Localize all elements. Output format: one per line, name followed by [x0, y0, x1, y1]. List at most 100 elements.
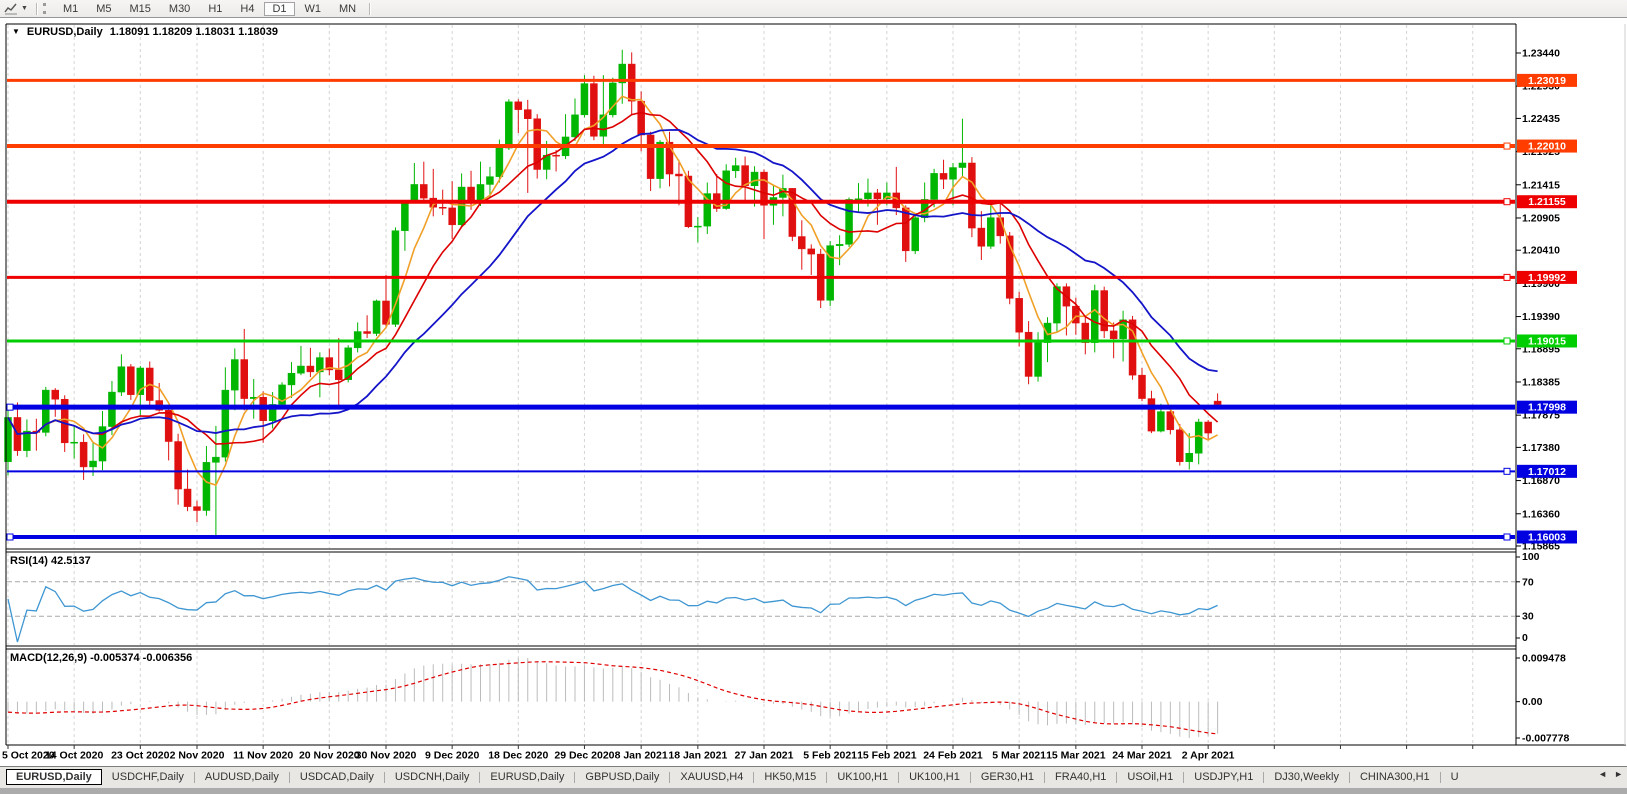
tab-scroll-left-icon[interactable]: ◄ [1598, 769, 1608, 779]
tab-symbol[interactable]: FRA40,H1 [1055, 771, 1107, 783]
levels-layer [6, 78, 1515, 541]
price-tick-label: 1.17380 [1522, 442, 1560, 454]
timeframe-button-w1[interactable]: W1 [304, 2, 322, 15]
gridlines-layer [7, 25, 1474, 744]
tab-symbol[interactable]: USDJPY,H1 [1194, 771, 1254, 783]
candle [1100, 290, 1108, 332]
price-badge [1517, 334, 1577, 348]
candle [627, 63, 636, 102]
level-handle[interactable] [1503, 273, 1511, 281]
price-badge [1517, 400, 1577, 414]
timeframe-toolbar: ▼ M1 M5 M15 M30 H1 H4 D1 W1 MN [0, 0, 1627, 18]
timeframe-button-m15[interactable]: M15 [129, 2, 151, 15]
date-tick-label: 27 Jan 2021 [735, 750, 794, 762]
toolbar-separator [369, 2, 371, 15]
rsi-pane: 100 70 30 0 [7, 551, 1540, 644]
tab-symbol[interactable]: AUDUSD,Daily [204, 771, 279, 783]
tab-symbol[interactable]: GER30,H1 [980, 771, 1035, 783]
candle [420, 184, 428, 199]
date-tick-label: 5 Oct 2020 [2, 750, 55, 762]
pane-borders [5, 23, 1626, 746]
tab-symbol[interactable]: CHINA300,H1 [1359, 771, 1430, 783]
tab-symbol[interactable]: USDCNH,Daily [394, 771, 470, 783]
timeframe-button-h1[interactable]: H1 [208, 2, 223, 15]
tab-symbol[interactable]: USOil,H1 [1127, 771, 1174, 783]
tab-symbol[interactable]: UK100,H1 [909, 771, 960, 783]
tab-symbol[interactable]: U [1450, 771, 1459, 783]
candle [1024, 331, 1033, 377]
candle [1147, 398, 1156, 432]
rsi-indicator-label: RSI(14) 42.5137 [10, 555, 91, 567]
macd-pane: 0.009478 0.00 -0.007778 [7, 653, 1569, 745]
rsi-axis-label: 0 [1522, 632, 1528, 644]
tab-symbol[interactable]: EURUSD,Daily [490, 771, 565, 783]
date-tick-label: 5 Feb 2021 [803, 750, 857, 762]
date-tick-label: 29 Dec 2020 [554, 750, 614, 762]
tab-symbol[interactable]: DJ30,Weekly [1274, 771, 1339, 783]
date-tick-label: 30 Nov 2020 [356, 750, 417, 762]
level-handle[interactable] [1503, 142, 1511, 150]
rsi-line [7, 576, 1218, 643]
price-badge-label: 1.19015 [1528, 335, 1566, 347]
candle [1185, 452, 1193, 462]
tab-separator [1116, 771, 1118, 783]
candle [864, 192, 872, 200]
candle [1176, 429, 1184, 462]
date-tick-label: 8 Jan 2021 [615, 750, 668, 762]
date-tick-label: 15 Mar 2021 [1046, 750, 1106, 762]
candle [694, 225, 702, 228]
level-handle[interactable] [6, 403, 14, 411]
candle [609, 82, 617, 116]
rsi-axis-label: 70 [1522, 576, 1534, 588]
candle [987, 217, 995, 247]
timeframe-button-m30[interactable]: M30 [168, 2, 191, 15]
timeframe-button-mn[interactable]: MN [339, 2, 357, 15]
timeframe-button-m1[interactable]: M1 [62, 2, 79, 15]
candle [788, 188, 797, 237]
tab-active-symbol[interactable]: EURUSD,Daily [6, 769, 102, 785]
level-handle[interactable] [1503, 337, 1511, 345]
timeframe-button-m5[interactable]: M5 [96, 2, 112, 15]
price-badges: 1.23019 1.22010 1.21155 1.19992 1.19015 1.179… [1517, 73, 1577, 544]
candle [316, 357, 324, 373]
level-handle[interactable] [6, 533, 14, 541]
candle [212, 456, 220, 463]
candle [665, 141, 674, 175]
level-handle[interactable] [1503, 533, 1511, 541]
tab-symbol[interactable]: UK100,H1 [837, 771, 889, 783]
tab-symbol[interactable]: GBPUSD,Daily [585, 771, 660, 783]
price-tick-label: 1.20410 [1522, 245, 1560, 257]
candle [930, 173, 938, 200]
candle [798, 236, 806, 250]
chart-tool-icon[interactable] [3, 2, 19, 15]
toolbar-grip[interactable] [42, 3, 49, 14]
tab-separator [1044, 771, 1046, 783]
tab-symbol[interactable]: USDCAD,Daily [299, 771, 374, 783]
rsi-axis-label: 30 [1522, 611, 1534, 623]
tab-scroll-right-icon[interactable]: ► [1614, 769, 1623, 779]
candle [202, 462, 211, 511]
tab-symbol[interactable]: USDCHF,Daily [111, 771, 184, 783]
dropdown-caret-icon[interactable]: ▼ [21, 5, 28, 12]
price-badge [1517, 195, 1577, 209]
candle [1138, 374, 1146, 399]
level-handle[interactable] [1503, 467, 1511, 475]
candle [89, 460, 97, 468]
date-tick-label: 2 Apr 2021 [1182, 750, 1235, 762]
timeframe-button-h4[interactable]: H4 [240, 2, 255, 15]
candle [958, 162, 967, 168]
tab-symbol[interactable]: HK50,M15 [764, 771, 817, 783]
date-tick-label: 14 Oct 2020 [45, 750, 104, 762]
chart-menu-icon[interactable]: ▼ [12, 26, 20, 36]
candle [1053, 286, 1061, 324]
level-handle[interactable] [1503, 198, 1511, 206]
tab-separator [479, 771, 481, 783]
tab-symbol[interactable]: XAUUSD,H4 [680, 771, 744, 783]
timeframe-button-d1[interactable]: D1 [264, 1, 295, 16]
candle [221, 389, 230, 458]
date-tick-label: 24 Mar 2021 [1112, 750, 1172, 762]
tab-separator [1263, 771, 1265, 783]
candle [344, 347, 352, 380]
